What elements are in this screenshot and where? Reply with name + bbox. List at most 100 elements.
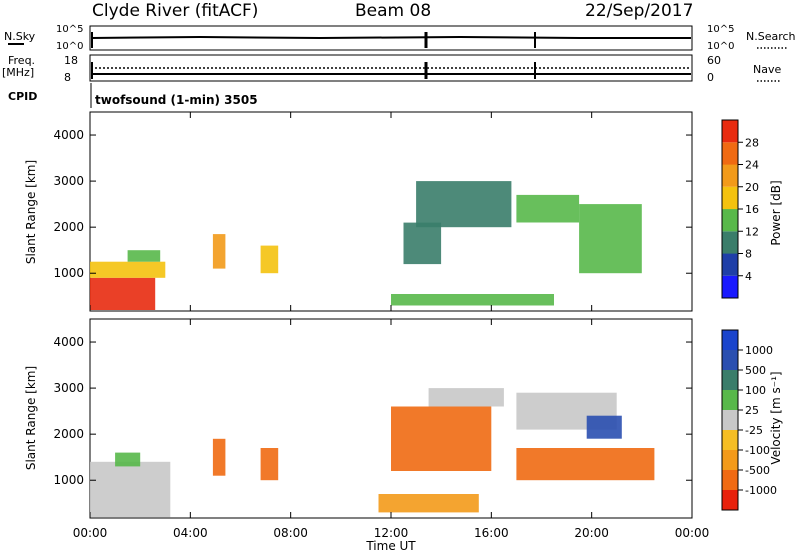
power-region-1: [90, 261, 166, 278]
velocity-colorbar-swatches: -1000 -500 -100 -25 25 100 500 1000: [721, 329, 777, 511]
power-cbar-tick-label: 24: [745, 159, 759, 172]
nsky-label: N.Sky: [4, 30, 36, 43]
y-tick-label: 3000: [53, 174, 84, 188]
velocity-cbar-tick-label: 500: [745, 364, 766, 377]
velocity-panel: 1000 2000 3000 4000 Slant Range [km]: [24, 318, 693, 519]
velocity-cbar-swatch: [722, 410, 738, 430]
nsearch-label: N.Search: [746, 30, 796, 43]
beam-title: Beam 08: [355, 1, 431, 21]
velocity-y-axis-label: Slant Range [km]: [24, 366, 38, 470]
freq-tick-top: 18: [64, 54, 78, 67]
velocity-cbar-swatch: [722, 450, 738, 470]
power-region-7: [416, 181, 512, 228]
power-panel: 1000 2000 3000 4000 Slant Range [km]: [24, 111, 693, 312]
x-tick-label: 08:00: [273, 526, 308, 540]
power-region-3: [212, 234, 226, 269]
velocity-region-2: [212, 438, 226, 476]
noise-panel: N.Sky 10^5 10^0 10^5 10^0 N.Search: [4, 24, 796, 52]
velocity-cbar-swatch: [722, 430, 738, 450]
nave-tick-top: 60: [707, 54, 721, 67]
x-tick-label: 00:00: [73, 526, 108, 540]
power-cbar-tick-label: 16: [745, 203, 759, 216]
velocity-cbar-tick-label: 1000: [745, 344, 773, 357]
x-tick-label: 16:00: [474, 526, 509, 540]
frequency-panel: Freq. [MHz] 18 8 60 0 Nave: [2, 54, 781, 84]
station-title: Clyde River (fitACF): [92, 1, 258, 21]
y-tick-label: 1000: [53, 266, 84, 280]
power-cbar-tick-label: 28: [745, 136, 759, 149]
y-tick-label: 3000: [53, 381, 84, 395]
y-tick-label: 2000: [53, 427, 84, 441]
velocity-colorbar: -1000 -500 -100 -25 25 100 500 1000 Velocity [m…: [721, 329, 783, 511]
velocity-cbar-swatch: [722, 490, 738, 510]
x-tick-label: 00:00: [675, 526, 710, 540]
power-colorbar: 4 8 12 16 20 24 28 Power [dB]: [721, 119, 783, 299]
velocity-cbar-tick-label: 25: [745, 404, 759, 417]
power-cbar-tick-label: 12: [745, 225, 759, 238]
noise-tick-right-bottom: 10^0: [707, 41, 734, 52]
velocity-cbar-tick-label: -25: [745, 424, 763, 437]
power-cbar-swatch: [722, 186, 738, 210]
power-cbar-swatch: [722, 164, 738, 187]
power-cbar-swatch: [722, 231, 738, 254]
power-cbar-tick-label: 8: [745, 248, 752, 261]
power-cbar-swatch: [722, 209, 738, 232]
power-cbar-swatch: [722, 142, 738, 165]
y-tick-label: 1000: [53, 473, 84, 487]
x-tick-label: 04:00: [173, 526, 208, 540]
power-cbar-swatch: [722, 120, 738, 143]
x-axis-ticks: 00:00 04:00 08:00 12:00 16:00 20:00 00:00: [73, 112, 710, 540]
x-tick-label: 20:00: [574, 526, 609, 540]
noise-tick-left-bottom: 10^0: [56, 41, 83, 52]
power-cbar-swatch: [722, 275, 738, 299]
y-tick-label: 2000: [53, 220, 84, 234]
velocity-cbar-swatch: [722, 390, 738, 410]
date-title: 22/Sep/2017: [585, 1, 693, 21]
power-region-0: [90, 277, 156, 310]
velocity-cbar-tick-label: 100: [745, 384, 766, 397]
power-y-axis-label: Slant Range [km]: [24, 160, 38, 264]
velocity-region-6: [428, 388, 504, 407]
cpid-label: CPID: [8, 90, 37, 103]
y-tick-label: 4000: [53, 335, 84, 349]
velocity-cbar-frame: [721, 329, 739, 511]
power-cbar-swatch: [722, 253, 738, 276]
y-tick-label: 4000: [53, 128, 84, 142]
noise-tick-left-top: 10^5: [56, 24, 83, 35]
x-tick-label: 12:00: [374, 526, 409, 540]
velocity-region-9: [516, 448, 655, 481]
velocity-cbar-tick-label: -100: [745, 444, 770, 457]
power-cbar-tick-label: 20: [745, 181, 759, 194]
velocity-region-5: [391, 406, 492, 471]
power-cbar-tick-label: 4: [745, 270, 752, 283]
velocity-cbar-tick-label: -1000: [745, 484, 777, 497]
freq-label: Freq.: [8, 54, 35, 67]
power-colorbar-swatches: 4 8 12 16 20 24 28: [721, 119, 759, 299]
velocity-region-1: [115, 452, 141, 467]
velocity-region-3: [260, 448, 279, 481]
x-axis-label: Time UT: [365, 539, 416, 553]
velocity-y-ticks: 1000 2000 3000 4000: [53, 335, 692, 487]
power-region-8: [516, 194, 580, 223]
velocity-region-4: [378, 494, 479, 513]
velocity-cbar-swatch: [722, 350, 738, 370]
nave-label: Nave: [753, 63, 781, 76]
power-colorbar-label: Power [dB]: [769, 180, 783, 245]
freq-unit-label: [MHz]: [2, 66, 34, 79]
velocity-colorbar-label: Velocity [m s⁻¹]: [769, 371, 783, 464]
power-region-2: [127, 250, 161, 262]
velocity-data-layer: [90, 388, 655, 518]
velocity-cbar-tick-label: -500: [745, 464, 770, 477]
velocity-cbar-swatch: [722, 370, 738, 390]
nave-tick-bottom: 0: [707, 71, 714, 84]
power-region-5: [391, 294, 554, 306]
velocity-region-8: [586, 415, 622, 439]
power-region-9: [579, 204, 642, 274]
power-region-4: [260, 245, 279, 274]
power-y-ticks: 1000 2000 3000 4000: [53, 128, 692, 280]
velocity-cbar-swatch: [722, 470, 738, 490]
noise-tick-right-top: 10^5: [707, 24, 734, 35]
power-region-6: [403, 222, 442, 265]
power-data-layer: [90, 181, 642, 310]
